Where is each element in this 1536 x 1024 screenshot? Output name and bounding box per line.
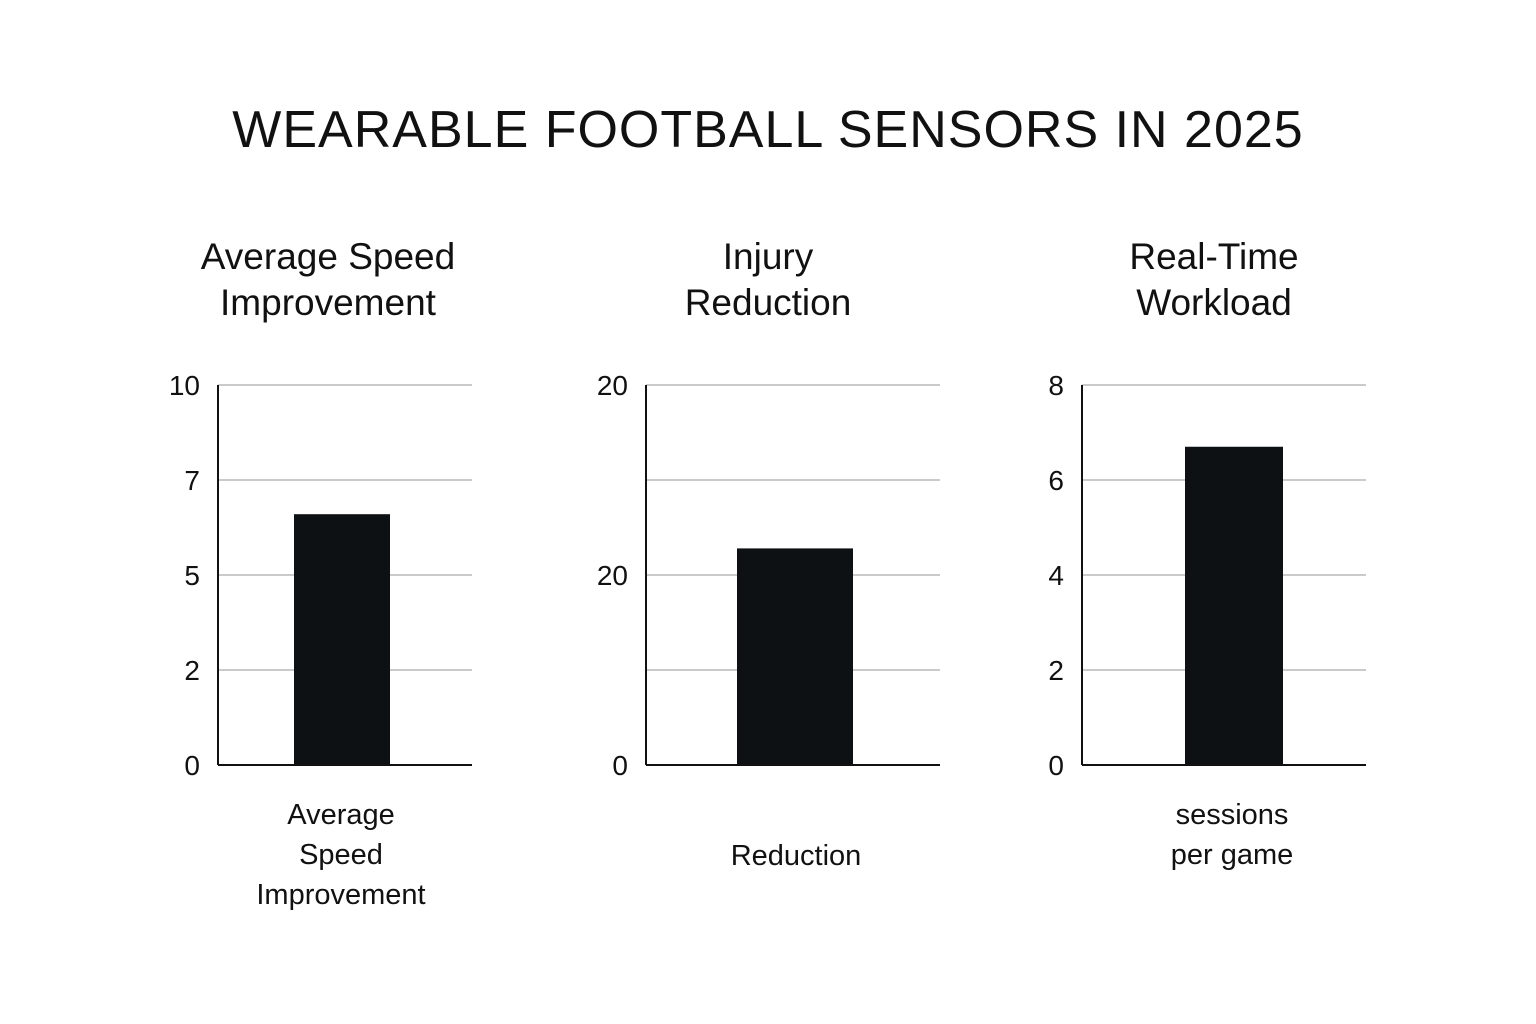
y-tick-label: 0	[184, 750, 200, 781]
bar	[1185, 446, 1283, 765]
chart-panel-3: 8 6 4 2 0	[1048, 370, 1366, 781]
chart-title-1: Average Speed Improvement	[128, 234, 528, 326]
chart-caption-line: sessions	[1175, 799, 1289, 831]
chart-caption-2: Reduction	[616, 836, 976, 876]
chart-title-line: Workload	[1136, 282, 1292, 323]
chart-caption-line: Speed	[299, 839, 383, 871]
y-tick-label: 4	[1048, 560, 1064, 591]
y-tick-label: 2	[184, 655, 200, 686]
chart-main-title: WEARABLE FOOTBALL SENSORS IN 2025	[232, 101, 1304, 159]
chart-title-line: Average Speed	[200, 236, 456, 277]
chart-panel-2: 20 20 0	[597, 370, 940, 781]
chart-title-line: Improvement	[220, 282, 436, 323]
y-tick-label: 20	[597, 370, 628, 401]
chart-title-line: Real-Time	[1129, 236, 1299, 277]
y-tick-label: 8	[1048, 370, 1064, 401]
y-tick-label: 6	[1048, 465, 1064, 496]
chart-title-line: Injury	[722, 236, 814, 277]
y-tick-label: 20	[597, 560, 628, 591]
bar	[737, 548, 853, 765]
bar	[294, 514, 390, 765]
chart-caption-1: Average Speed Improvement	[161, 795, 521, 915]
chart-panel-1: 10 7 5 2 0	[169, 370, 472, 781]
chart-title-3: Real-Time Workload	[1014, 234, 1414, 326]
y-tick-label: 7	[184, 465, 200, 496]
y-tick-label: 10	[169, 370, 200, 401]
chart-title-2: Injury Reduction	[568, 234, 968, 326]
chart-caption-line: Reduction	[730, 840, 862, 872]
chart-caption-line: Improvement	[256, 879, 426, 911]
chart-caption-3: sessions per game	[1052, 795, 1412, 875]
y-tick-label: 0	[612, 750, 628, 781]
chart-title-line: Reduction	[684, 282, 852, 323]
chart-caption-line: Average	[287, 799, 395, 831]
y-tick-label: 0	[1048, 750, 1064, 781]
y-tick-label: 5	[184, 560, 200, 591]
y-tick-label: 2	[1048, 655, 1064, 686]
chart-caption-line: per game	[1170, 839, 1294, 871]
